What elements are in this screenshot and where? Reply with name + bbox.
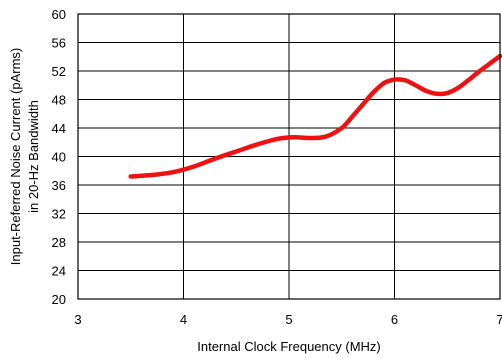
plot-frame	[77, 13, 501, 300]
y-axis-label-line-1: Input-Referred Noise Current (pArms)	[8, 48, 23, 265]
x-tick-labels: 3 4 5 6 7	[74, 312, 502, 327]
y-tick-label: 36	[52, 178, 66, 193]
y-tick-label: 56	[52, 36, 66, 51]
y-tick-label: 60	[52, 7, 66, 22]
y-tick-label: 52	[52, 64, 66, 79]
y-tick-label: 28	[52, 235, 66, 250]
y-tick-label: 44	[52, 121, 66, 136]
x-tick-label: 3	[74, 312, 81, 327]
series-line	[128, 53, 502, 179]
y-tick-label: 32	[52, 207, 66, 222]
y-tick-label: 24	[52, 264, 66, 279]
y-tick-label: 48	[52, 93, 66, 108]
y-tick-label: 20	[52, 292, 66, 307]
x-tick-label: 5	[285, 312, 292, 327]
grid	[77, 13, 501, 300]
x-axis-label: Internal Clock Frequency (MHz)	[197, 339, 381, 354]
x-tick-label: 6	[391, 312, 398, 327]
x-tick-label: 7	[496, 312, 502, 327]
series-layer	[128, 53, 502, 179]
x-tick-label: 4	[180, 312, 187, 327]
y-tick-label: 40	[52, 150, 66, 165]
y-axis-label-line-2: in 20-Hz Bandwidth	[26, 100, 41, 213]
y-tick-labels: 20 24 28 32 36 40 44 48 52 56 60	[52, 7, 66, 307]
